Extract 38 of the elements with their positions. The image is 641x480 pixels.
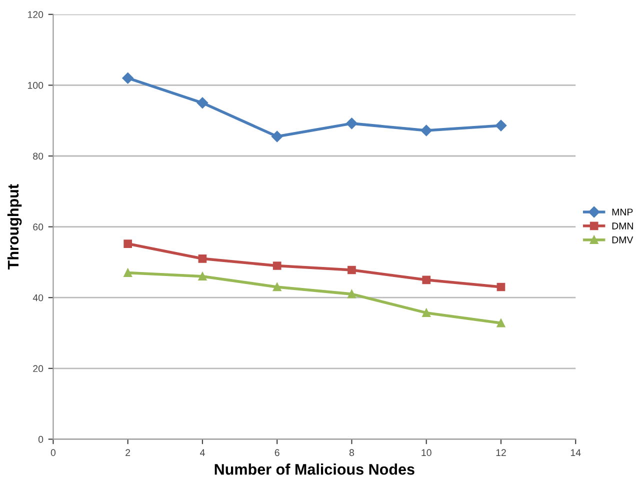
point (495, 120, 507, 132)
point (420, 124, 432, 136)
x-tick-label: 6 (274, 449, 280, 456)
point (496, 282, 506, 292)
point (346, 118, 358, 130)
point (422, 308, 431, 317)
x-axis-title: Number of Malicious Nodes (214, 464, 414, 475)
x-tick-label: 10 (422, 449, 432, 456)
y-tick-label: 60 (33, 224, 44, 230)
point (122, 72, 134, 84)
x-tick-label: 0 (50, 449, 56, 456)
point (496, 318, 506, 328)
y-tick-label: 40 (32, 294, 44, 302)
point (272, 262, 282, 270)
y-tick-label: 0 (38, 436, 44, 443)
point (124, 240, 132, 248)
x-tick-label: 12 (496, 449, 506, 456)
point (196, 97, 208, 109)
legend-label: DMN (612, 222, 633, 230)
legend-label: MNP (612, 208, 633, 216)
point (272, 282, 282, 292)
x-tick-label: 14 (570, 449, 581, 456)
point (271, 130, 283, 142)
y-tick-label: 120 (28, 11, 44, 18)
y-tick-label: 80 (33, 152, 44, 160)
y-axis-title: Throughput (7, 184, 22, 270)
point (348, 290, 356, 298)
point (422, 276, 431, 284)
point (198, 254, 207, 263)
legend-label: DMV (612, 236, 634, 244)
x-tick-label: 8 (349, 449, 354, 456)
point (124, 268, 132, 277)
y-tick-label: 20 (33, 365, 44, 372)
x-tick-label: 2 (126, 449, 130, 456)
point (348, 266, 356, 274)
x-tick-label: 4 (200, 449, 205, 456)
y-tick-label: 100 (28, 82, 44, 89)
point (198, 272, 207, 281)
